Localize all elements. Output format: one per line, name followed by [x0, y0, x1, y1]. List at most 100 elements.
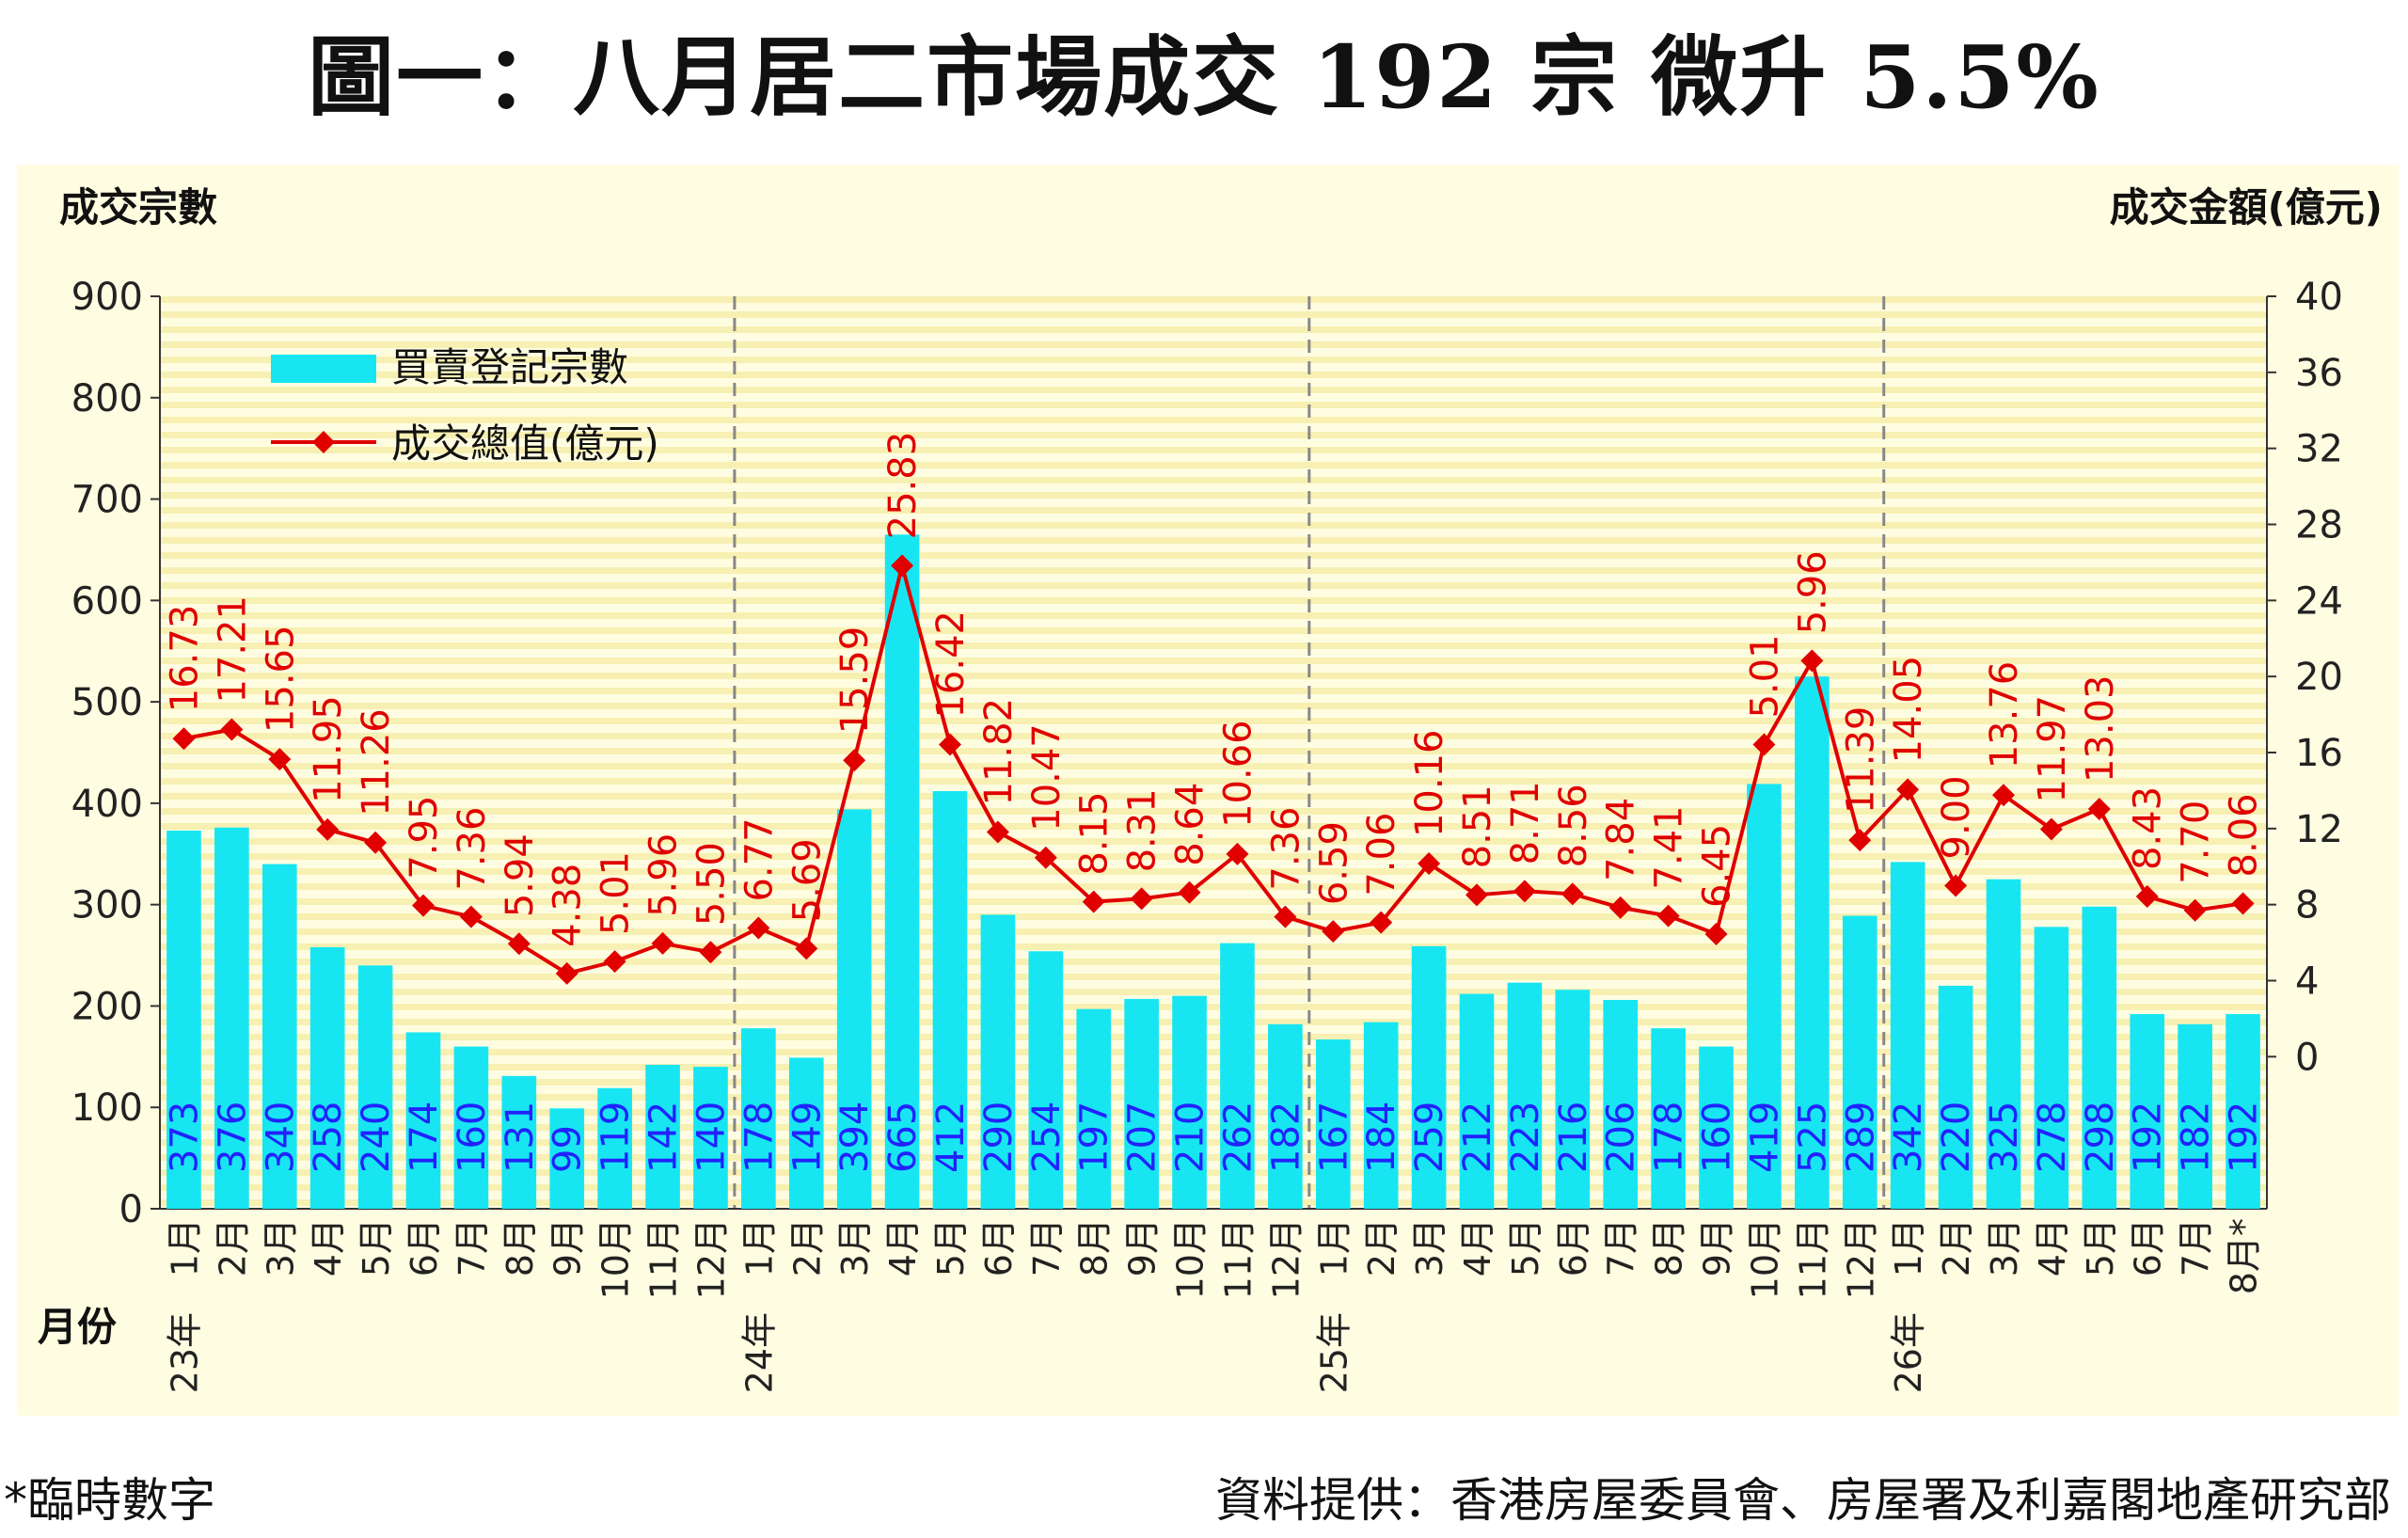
- grid-stripe: [160, 838, 2267, 845]
- line-value-label: 6.59: [1312, 821, 1355, 905]
- line-value-label: 8.31: [1121, 788, 1164, 872]
- grid-stripe: [160, 808, 2267, 815]
- grid-stripe: [160, 552, 2267, 559]
- x-tick-label: 10月: [1744, 1218, 1785, 1299]
- grid-stripe: [160, 913, 2267, 920]
- y-left-tick-label: 700: [71, 479, 143, 522]
- bar: [1124, 998, 1159, 1209]
- y-right-tick-label: 16: [2295, 732, 2343, 775]
- bar: [309, 946, 345, 1209]
- bar: [1747, 784, 1782, 1209]
- bar: [261, 864, 297, 1209]
- grid-stripe: [160, 341, 2267, 348]
- x-tick-label: 3月: [1409, 1218, 1450, 1276]
- line-marker: [603, 950, 626, 974]
- bar-value-label: 262: [1216, 1102, 1259, 1173]
- grid-stripe: [160, 1199, 2267, 1206]
- grid-stripe: [160, 898, 2267, 905]
- line-marker: [939, 733, 961, 756]
- y-left-tick-label: 200: [71, 985, 143, 1028]
- line-marker: [891, 554, 914, 578]
- line-value-label: 10.16: [1408, 730, 1451, 838]
- line-value-label: 7.84: [1600, 798, 1643, 881]
- x-tick-label: 2月: [1936, 1218, 1977, 1276]
- line-marker: [1752, 733, 1776, 756]
- bar-value-label: 373: [163, 1102, 206, 1173]
- y-right-tick-label: 28: [2295, 504, 2343, 547]
- bar-value-label: 665: [881, 1102, 925, 1173]
- grid-stripe: [160, 1079, 2267, 1086]
- grid-stripe: [160, 959, 2267, 965]
- bar-value-label: 142: [642, 1102, 686, 1173]
- bar-value-label: 99: [547, 1125, 590, 1173]
- x-year-label: 23年: [164, 1312, 205, 1393]
- bar-value-label: 210: [1169, 1102, 1212, 1173]
- bar: [1603, 999, 1639, 1209]
- line-value-label: 13.03: [2079, 675, 2122, 784]
- line-marker: [1465, 883, 1488, 907]
- grid-stripe: [160, 1034, 2267, 1040]
- bar-value-label: 174: [403, 1102, 446, 1173]
- bar-value-label: 342: [1887, 1102, 1930, 1173]
- bar-value-label: 258: [307, 1102, 350, 1173]
- x-tick-label: 1月: [1313, 1218, 1354, 1276]
- line-marker: [2087, 798, 2111, 821]
- grid-stripe: [160, 974, 2267, 980]
- bar-value-label: 182: [2175, 1102, 2218, 1173]
- bar-value-label: 259: [1408, 1102, 1451, 1173]
- grid-stripe: [160, 357, 2267, 363]
- line-marker: [507, 932, 531, 956]
- line-value-label: 11.39: [1839, 706, 1882, 815]
- x-tick-label: 7月: [1026, 1218, 1068, 1276]
- grid-stripe: [160, 582, 2267, 589]
- bar-value-label: 340: [259, 1102, 302, 1173]
- bar-value-label: 207: [1121, 1102, 1164, 1173]
- grid-stripe: [160, 477, 2267, 484]
- x-tick-label: 3月: [260, 1218, 301, 1276]
- x-year-label: 25年: [1313, 1312, 1354, 1393]
- bar-value-label: 394: [833, 1102, 877, 1173]
- line-value-label: 8.43: [2127, 786, 2170, 870]
- x-tick-label: 4月: [882, 1218, 924, 1276]
- grid-stripe: [160, 1139, 2267, 1146]
- bar: [1411, 945, 1447, 1209]
- line-value-label: 5.01: [594, 851, 638, 935]
- line-value-label: 5.01: [1743, 634, 1786, 718]
- bar: [1795, 676, 1830, 1209]
- line-value-label: 25.83: [881, 432, 925, 540]
- x-tick-label: 1月: [738, 1218, 780, 1276]
- x-tick-label: 7月: [1601, 1218, 1642, 1276]
- bar: [166, 830, 201, 1209]
- x-tick-label: 2月: [786, 1218, 828, 1276]
- line-value-label: 8.06: [2223, 793, 2266, 877]
- x-tick-label: 4月: [308, 1218, 349, 1276]
- line-marker: [1896, 778, 1920, 801]
- y-left-tick-label: 500: [71, 681, 143, 724]
- line-marker: [412, 894, 435, 917]
- line-value-label: 11.95: [307, 695, 350, 803]
- bar-value-label: 119: [594, 1102, 638, 1173]
- bar-value-label: 206: [1600, 1102, 1643, 1173]
- line-marker: [1226, 842, 1249, 865]
- grid-stripe: [160, 1004, 2267, 1010]
- line-marker: [268, 748, 292, 771]
- grid-stripe: [160, 673, 2267, 679]
- grid-stripe: [160, 1094, 2267, 1101]
- x-tick-label: 7月: [2176, 1218, 2217, 1276]
- line-marker: [1034, 846, 1057, 869]
- x-tick-label: 10月: [595, 1218, 637, 1299]
- x-tick-label: 5月: [356, 1218, 397, 1276]
- bar-value-label: 167: [1312, 1102, 1355, 1173]
- grid-stripe: [160, 432, 2267, 438]
- line-marker: [1178, 880, 1201, 904]
- bar-value-label: 192: [2223, 1102, 2266, 1173]
- y-right-tick-label: 32: [2295, 428, 2343, 471]
- line-value-label: 11.97: [2031, 695, 2074, 803]
- x-tick-label: 3月: [1984, 1218, 2025, 1276]
- bar-value-label: 160: [451, 1102, 494, 1173]
- line-marker: [795, 937, 818, 960]
- bar: [1268, 1023, 1303, 1209]
- x-tick-label: 6月: [2128, 1218, 2169, 1276]
- bar-value-label: 140: [689, 1102, 733, 1173]
- bar-value-label: 525: [1791, 1102, 1834, 1173]
